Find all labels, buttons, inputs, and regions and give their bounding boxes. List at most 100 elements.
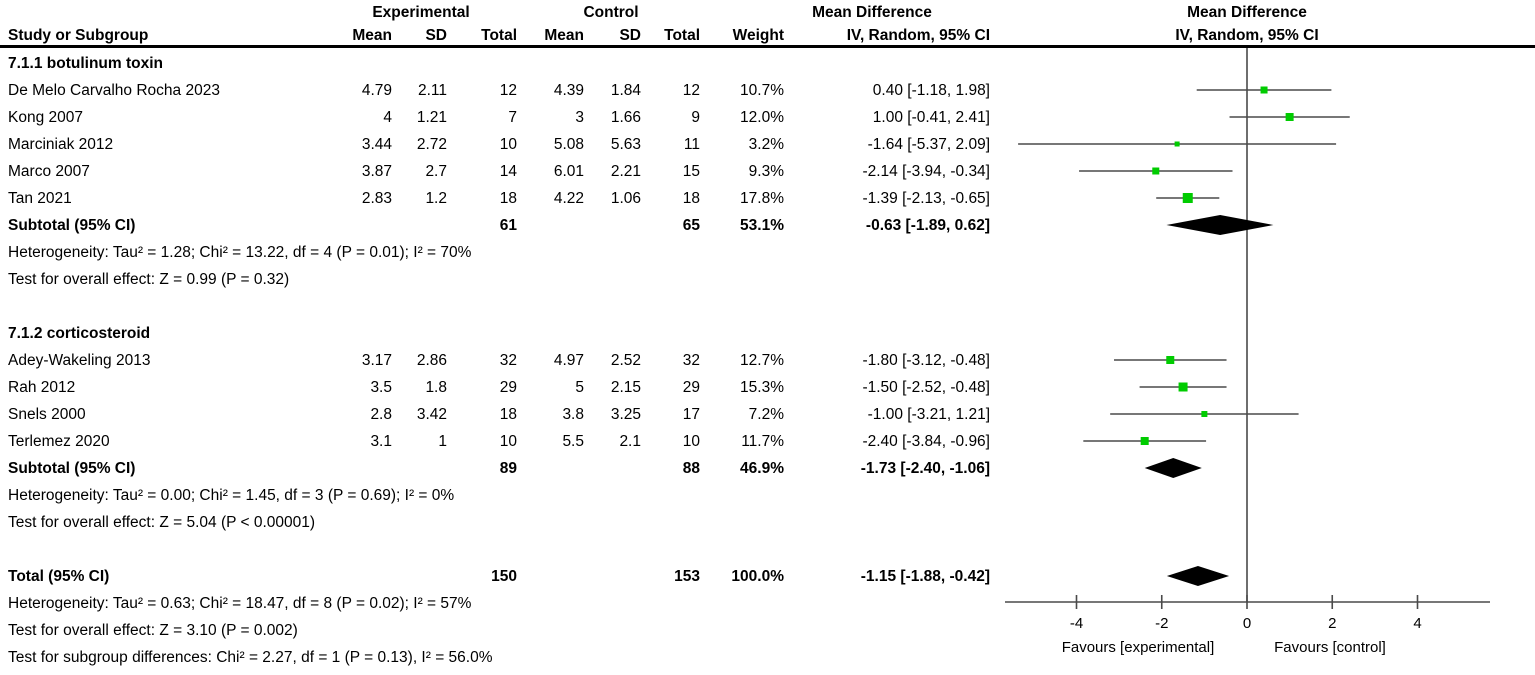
experimental-group-header: Experimental (372, 4, 470, 21)
exp-sd: 3.42 (416, 406, 447, 423)
plot-title: Mean Difference (1187, 4, 1307, 21)
ctl-sd: 2.52 (610, 352, 641, 369)
study-name: Adey-Wakeling 2013 (8, 352, 151, 369)
ctl-sd: 1.84 (610, 82, 641, 99)
ctl-total: 18 (682, 190, 700, 207)
ctl-mean: 4.22 (553, 190, 584, 207)
pooled-label: Subtotal (95% CI) (8, 460, 136, 477)
ci-text: -0.63 [-1.89, 0.62] (865, 217, 990, 234)
subtotal-row: Subtotal (95% CI) 61 65 53.1% -0.63 [-1.89, … (0, 212, 1535, 239)
ctl-total: 10 (682, 433, 700, 450)
overall-effect-row: Test for overall effect: Z = 0.99 (P = 0… (0, 266, 1535, 293)
total-row: Total (95% CI) 150 153 100.0% -1.15 [-1.88, … (0, 563, 1535, 590)
ci-text: -2.14 [-3.94, -0.34] (862, 163, 990, 180)
exp-total: 12 (499, 82, 517, 99)
heterogeneity-text: Heterogeneity: Tau² = 1.28; Chi² = 13.22… (8, 244, 472, 261)
ci-text: -1.73 [-2.40, -1.06] (860, 460, 990, 477)
exp-sd: 1.2 (425, 190, 447, 207)
weight: 100.0% (731, 568, 784, 585)
ci-text: -1.39 [-2.13, -0.65] (862, 190, 990, 207)
study-row: Rah 2012 3.5 1.8 29 5 2.15 29 15.3% -1.50 [-2.52… (0, 374, 1535, 401)
exp-total: 89 (499, 460, 517, 477)
weight: 3.2% (748, 136, 784, 153)
weight: 7.2% (748, 406, 784, 423)
ctl-total: 65 (682, 217, 700, 234)
subgroup-label: 7.1.1 botulinum toxin (8, 55, 164, 72)
ctl-mean: 4.39 (553, 82, 584, 99)
exp-total: 29 (499, 379, 517, 396)
exp-sd: 2.86 (416, 352, 447, 369)
subtotal-row: Subtotal (95% CI) 89 88 46.9% -1.73 [-2.40, … (0, 455, 1535, 482)
ci-text: -1.64 [-5.37, 2.09] (867, 136, 990, 153)
pooled-label: Total (95% CI) (8, 568, 110, 585)
study-name: Marciniak 2012 (8, 136, 114, 153)
study-row: Terlemez 2020 3.1 1 10 5.5 2.1 10 11.7% -2.40 [-… (0, 428, 1535, 455)
exp-mean: 3.17 (361, 352, 392, 369)
study-name: Terlemez 2020 (8, 433, 110, 450)
study-name: Tan 2021 (8, 190, 72, 207)
exp-total: 18 (499, 406, 517, 423)
ci-text: -1.15 [-1.88, -0.42] (860, 568, 990, 585)
heterogeneity-row: Heterogeneity: Tau² = 0.00; Chi² = 1.45,… (0, 482, 1535, 509)
study-col-header: Study or Subgroup (8, 27, 149, 44)
ctl-sd: 1.66 (610, 109, 641, 126)
footer-row: Test for overall effect: Z = 3.10 (P = 0… (0, 617, 1535, 644)
exp-total: 150 (491, 568, 517, 585)
weight-col-header: Weight (732, 27, 784, 44)
exp-sd: 2.11 (417, 82, 447, 99)
weight: 53.1% (740, 217, 784, 234)
exp-sd: 2.72 (416, 136, 447, 153)
subgroup-label-row: 7.1.2 corticosteroid (0, 320, 1535, 347)
overall-effect-text: Test for overall effect: Z = 0.99 (P = 0… (8, 271, 290, 288)
exp-total: 7 (508, 109, 517, 126)
exp-total: 10 (499, 136, 517, 153)
study-name: Snels 2000 (8, 406, 86, 423)
ctl-total: 17 (682, 406, 700, 423)
exp-total: 18 (499, 190, 517, 207)
ctl-mean: 5.08 (553, 136, 584, 153)
exp-mean: 2.8 (370, 406, 392, 423)
exp-total: 32 (499, 352, 517, 369)
ci-text: -1.00 [-3.21, 1.21] (867, 406, 990, 423)
ctl-total: 11 (683, 136, 700, 153)
exp-mean: 3.44 (361, 136, 392, 153)
footer-text: Heterogeneity: Tau² = 0.63; Chi² = 18.47… (8, 595, 472, 612)
study-row: Kong 2007 4 1.21 7 3 1.66 9 12.0% 1.00 [-0.41, 2… (0, 104, 1535, 131)
ctl-sd: 2.1 (619, 433, 641, 450)
exp-total-col-header: Total (481, 27, 517, 44)
study-row: Tan 2021 2.83 1.2 18 4.22 1.06 18 17.8% -1.39 [-… (0, 185, 1535, 212)
exp-mean: 2.83 (361, 190, 392, 207)
exp-sd-col-header: SD (425, 27, 447, 44)
weight: 46.9% (740, 460, 784, 477)
overall-effect-text: Test for overall effect: Z = 5.04 (P < 0… (8, 514, 316, 531)
study-name: Rah 2012 (8, 379, 76, 396)
overall-effect-row: Test for overall effect: Z = 5.04 (P < 0… (0, 509, 1535, 536)
footer-text: Test for subgroup differences: Chi² = 2.… (8, 649, 493, 666)
method-col-header: IV, Random, 95% CI (846, 27, 990, 44)
exp-mean: 4.79 (361, 82, 392, 99)
exp-sd: 2.7 (425, 163, 447, 180)
heterogeneity-row: Heterogeneity: Tau² = 1.28; Chi² = 13.22… (0, 239, 1535, 266)
ctl-mean-col-header: Mean (544, 27, 584, 44)
ctl-total: 12 (682, 82, 700, 99)
header-divider-rule (0, 45, 1535, 48)
ctl-mean: 4.97 (553, 352, 584, 369)
ci-text: 1.00 [-0.41, 2.41] (872, 109, 990, 126)
ctl-total-col-header: Total (664, 27, 700, 44)
ctl-total: 153 (674, 568, 700, 585)
exp-sd: 1.8 (425, 379, 447, 396)
ci-text: -2.40 [-3.84, -0.96] (862, 433, 990, 450)
subgroup-label: 7.1.2 corticosteroid (8, 325, 151, 342)
pooled-label: Subtotal (95% CI) (8, 217, 136, 234)
study-row: De Melo Carvalho Rocha 2023 4.79 2.11 12 4.3… (0, 77, 1535, 104)
weight: 17.8% (740, 190, 784, 207)
mean-difference-col-header: Mean Difference (812, 4, 932, 21)
study-row: Adey-Wakeling 2013 3.17 2.86 32 4.97 2.52 32 12… (0, 347, 1535, 374)
exp-mean: 3.87 (361, 163, 392, 180)
exp-total: 14 (499, 163, 517, 180)
ctl-total: 15 (682, 163, 700, 180)
exp-mean: 4 (383, 109, 392, 126)
ctl-mean: 6.01 (553, 163, 584, 180)
